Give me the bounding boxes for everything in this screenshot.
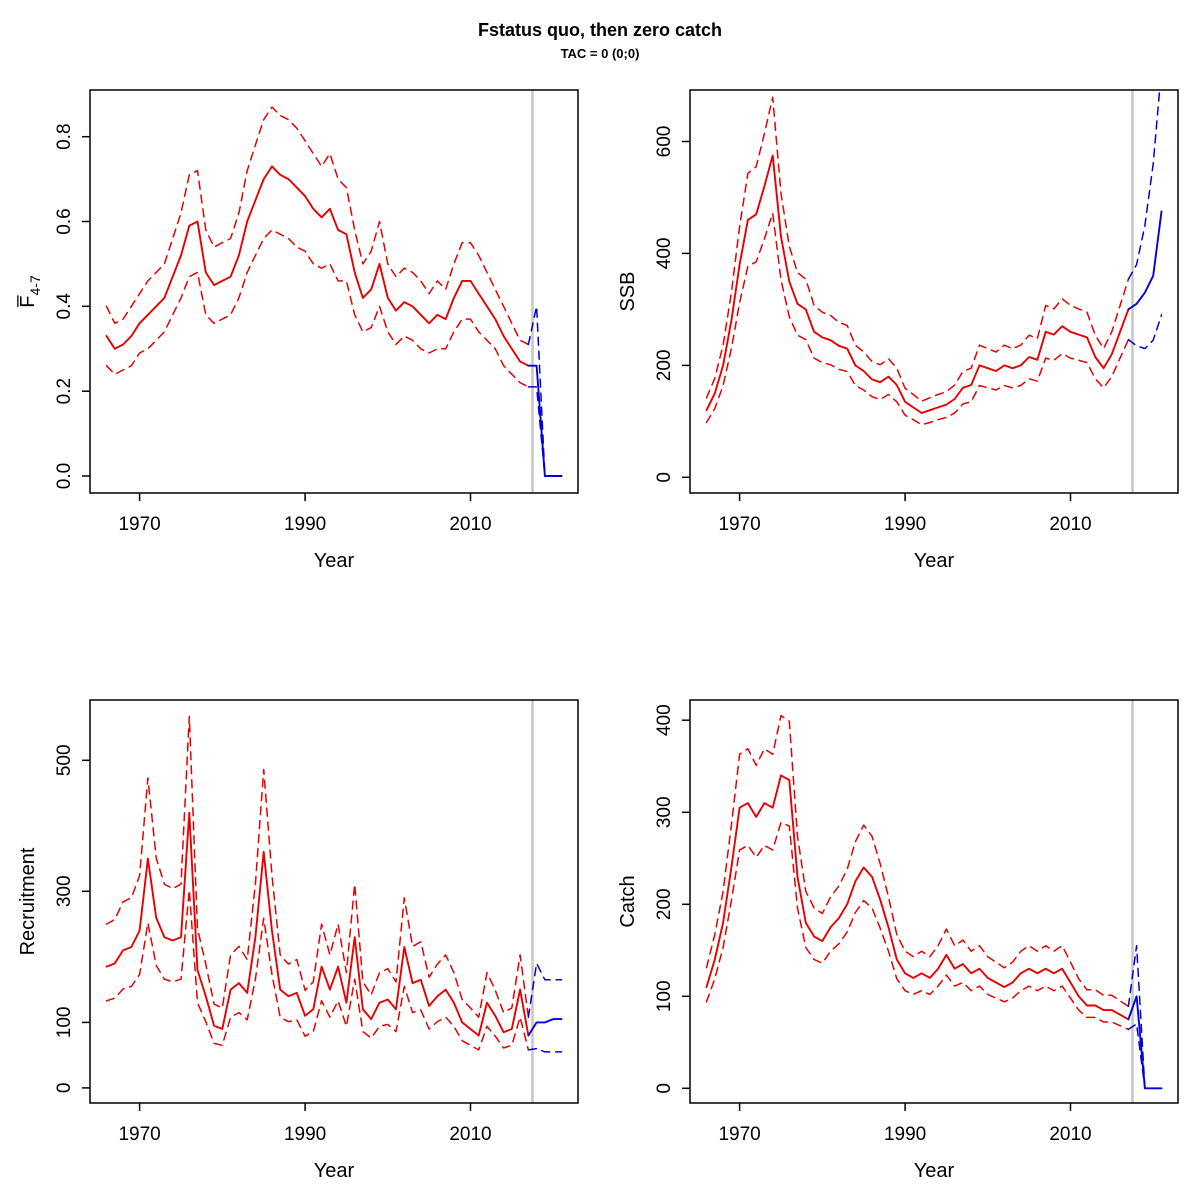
y-tick-label: 300 [54, 875, 75, 907]
x-tick-label: 1970 [718, 514, 760, 535]
plot-box [688, 699, 1179, 1104]
plot-area [105, 90, 562, 493]
y-axis-title: F̅4-7 [16, 275, 43, 308]
x-tick-label: 1970 [118, 514, 160, 535]
y-tick-label: 0.8 [54, 123, 75, 149]
y-tick-label: 0 [654, 472, 675, 483]
plot-grid: 1970 1990 2010 0.0 0.2 0.4 0.6 0.8 Year F̅4-7 197… [0, 68, 1200, 1200]
recruitment-forecast-upper-ci-line [527, 962, 562, 1018]
y-tick-label: 0 [54, 1083, 75, 1094]
x-tick-label: 1990 [283, 1124, 325, 1145]
x-tick-label: 1990 [883, 514, 925, 535]
plot-box [88, 89, 579, 494]
y-tick-label: 400 [654, 238, 675, 270]
x-axis-title: Year [913, 550, 954, 572]
y-tick-label: 0.6 [54, 208, 75, 234]
y-tick-label: 0.4 [54, 293, 75, 320]
ssb-history-median-line [705, 154, 1129, 414]
recruitment-forecast-median-line [526, 1018, 562, 1037]
recruitment-forecast-lower-ci-line [527, 1047, 562, 1053]
x-tick-label: 1970 [718, 1124, 760, 1145]
ssb-forecast-upper-ci-line [1127, 90, 1160, 280]
y-axis-title: Recruitment [17, 847, 39, 955]
y-tick-label: 500 [54, 744, 75, 776]
plot-title: Fstatus quo, then zero catch [477, 20, 723, 40]
x-tick-label: 2010 [1049, 1124, 1091, 1145]
y-axis-title: SSB [617, 271, 639, 311]
y-tick-label: 200 [654, 888, 675, 920]
plot-area [705, 700, 1162, 1103]
y-tick-label: 0 [654, 1083, 675, 1094]
catch-forecast-median-line [1126, 995, 1162, 1090]
fbar-panel: 1970 1990 2010 0.0 0.2 0.4 0.6 0.8 Year F̅4-7 [16, 89, 579, 572]
x-tick-label: 1970 [118, 1124, 160, 1145]
ssb-history-lower-ci-line [705, 212, 1129, 426]
fbar-history-median-line [105, 165, 529, 367]
ssb-forecast-median-line [1126, 210, 1162, 311]
y-axis-title: Catch [617, 875, 639, 927]
recruitment-history-lower-ci-line [105, 889, 529, 1051]
y-tick-label: 400 [654, 704, 675, 736]
ssb-forecast-lower-ci-line [1127, 314, 1162, 350]
recruitment-history-median-line [105, 811, 529, 1037]
recruitment-history-upper-ci-line [105, 715, 529, 1018]
y-tick-label: 0.2 [54, 378, 75, 404]
plot-area [105, 700, 562, 1103]
plot-area [705, 90, 1162, 493]
recruitment-panel: 1970 1990 2010 0 100 300 500 Year Recruitment [17, 699, 579, 1182]
x-axis-title: Year [913, 1160, 954, 1182]
catch-history-lower-ci-line [705, 821, 1129, 1031]
y-tick-label: 100 [654, 980, 675, 1012]
y-tick-label: 600 [654, 126, 675, 158]
x-tick-label: 2010 [449, 514, 491, 535]
y-tick-label: 100 [54, 1007, 75, 1039]
x-tick-label: 1990 [883, 1124, 925, 1145]
catch-history-median-line [705, 774, 1129, 1021]
catch-panel: 1970 1990 2010 0 100 200 300 400 Year Catch [617, 699, 1179, 1182]
plot-box [688, 89, 1179, 494]
ssb-history-upper-ci-line [705, 96, 1129, 402]
catch-history-upper-ci-line [705, 714, 1129, 1008]
x-tick-label: 2010 [1049, 514, 1091, 535]
x-tick-label: 2010 [449, 1124, 491, 1145]
plot-subtitle: TAC = 0 (0;0) [560, 46, 640, 61]
x-tick-label: 1990 [283, 514, 325, 535]
x-axis-title: Year [313, 550, 354, 572]
fbar-forecast-median-line [526, 364, 562, 477]
plot-box [88, 699, 579, 1104]
y-tick-label: 200 [654, 350, 675, 382]
y-tick-label: 0.0 [54, 463, 75, 489]
fbar-history-lower-ci-line [105, 229, 529, 388]
fbar-history-upper-ci-line [105, 106, 529, 346]
ssb-panel: 1970 1990 2010 0 200 400 600 Year SSB [617, 89, 1179, 572]
x-axis-title: Year [313, 1160, 354, 1182]
y-tick-label: 300 [654, 796, 675, 828]
